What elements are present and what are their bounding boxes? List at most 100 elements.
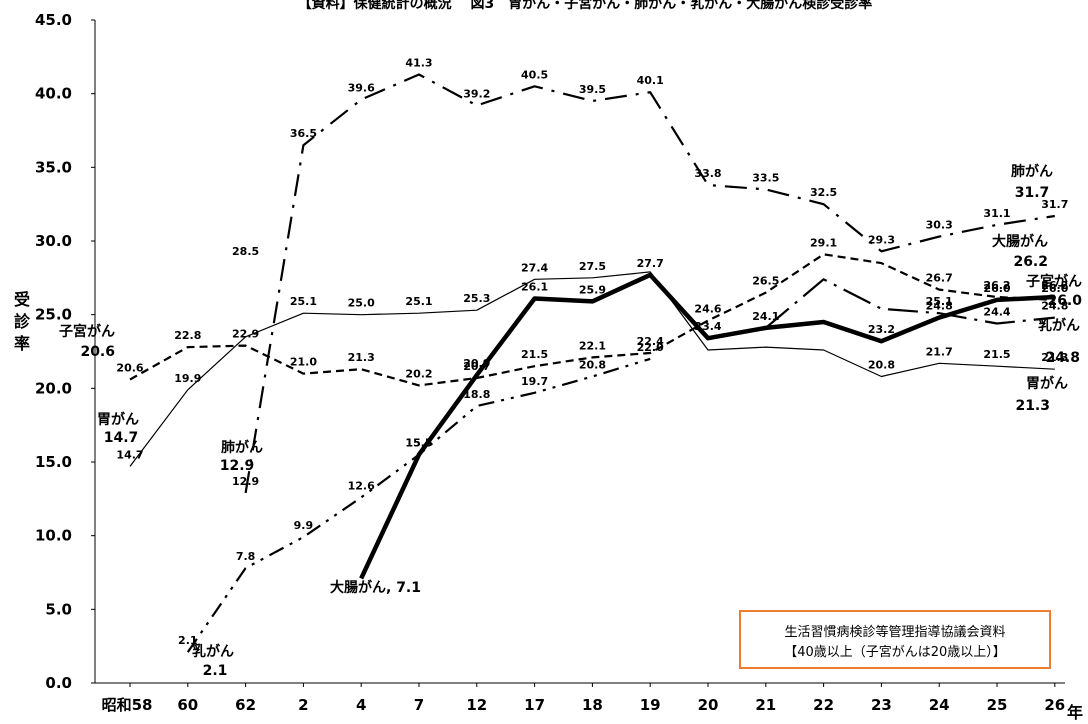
y-tick-label: 20.0 (35, 379, 72, 397)
x-tick-label: 23 (871, 696, 892, 714)
series-name-label: 大腸がん (992, 233, 1048, 250)
data-label: 31.1 (983, 207, 1010, 220)
series-name-label: 大腸がん, 7.1 (330, 579, 421, 596)
x-tick-label: 7 (414, 696, 424, 714)
series-line-5 (359, 272, 1055, 580)
data-label: 36.5 (290, 127, 317, 140)
series-name-label: 26.2 (1013, 254, 1048, 270)
y-axis-ticks: 0.0 5.0 10.0 15.0 20.0 25.0 30.0 35.0 40.0 45.0 (35, 11, 95, 692)
data-label: 33.5 (752, 171, 779, 184)
data-label: 33.8 (694, 167, 721, 180)
y-axis-label-char: 受 (14, 290, 30, 309)
data-label: 20.6 (116, 361, 143, 374)
source-box-frame (739, 610, 1051, 669)
series-name-label: 2.1 (203, 663, 228, 679)
chart-title: 【資料】保健統計の概況 図3 胃がん・子宮がん・肺がん・乳がん・大腸がん検診受診… (298, 0, 873, 12)
data-label: 24.8 (1041, 300, 1068, 313)
data-label: 26.0 (983, 282, 1010, 295)
y-tick-label: 35.0 (35, 158, 72, 176)
x-tick-label: 26 (1044, 696, 1065, 714)
series-name-label: 胃がん (1026, 375, 1068, 392)
x-tick-label: 21 (755, 696, 776, 714)
y-tick-label: 30.0 (35, 232, 72, 250)
x-tick-label: 20 (698, 696, 719, 714)
x-tick-label: 22 (813, 696, 834, 714)
data-label: 25.9 (579, 283, 606, 296)
x-tick-label: 昭和58 (102, 696, 153, 714)
data-label: 14.7 (116, 448, 143, 461)
series-line-6 (186, 357, 651, 653)
data-label: 20.7 (463, 360, 490, 373)
data-label: 32.5 (810, 186, 837, 199)
x-tick-label: 18 (582, 696, 603, 714)
series-name-label: 26.0 (1047, 293, 1082, 309)
x-tick-label: 25 (987, 696, 1008, 714)
data-label: 25.3 (463, 292, 490, 305)
source-line-1: 生活習慣病検診等管理指導協議会資料 (784, 624, 1005, 640)
data-label: 22.9 (232, 328, 259, 341)
data-label: 24.6 (694, 303, 721, 316)
data-label: 19.7 (521, 375, 548, 388)
data-label: 21.0 (290, 356, 317, 369)
series-name-label: 肺がん (1011, 163, 1053, 180)
series-line-4 (765, 278, 1055, 329)
x-tick-label: 60 (177, 696, 198, 714)
data-label: 28.5 (232, 245, 259, 258)
series-name-label: 12.9 (220, 458, 255, 474)
data-label: 27.7 (637, 257, 664, 270)
data-label: 21.3 (1041, 351, 1068, 364)
series-name-label: 乳がん (1038, 317, 1080, 334)
data-label: 29.3 (868, 233, 895, 246)
x-tick-label: 24 (929, 696, 950, 714)
x-axis-label: 年 (1067, 703, 1083, 722)
data-label: 26.1 (521, 280, 548, 293)
series-layer (129, 73, 1055, 653)
y-tick-label: 45.0 (35, 11, 72, 29)
data-label: 20.9 (463, 357, 490, 370)
series-line-2 (129, 253, 1055, 387)
data-label: 20.8 (868, 359, 895, 372)
data-label: 12.6 (348, 479, 375, 492)
data-label: 26.2 (1041, 279, 1068, 292)
data-label: 25.1 (290, 295, 317, 308)
data-label: 26.0 (1041, 282, 1068, 295)
data-label: 21.5 (983, 348, 1010, 361)
data-label: 25.0 (348, 297, 375, 310)
x-tick-label: 12 (466, 696, 487, 714)
series-name-label: 14.7 (104, 430, 139, 446)
data-label: 26.2 (983, 279, 1010, 292)
data-label: 23.4 (694, 320, 721, 333)
y-axis-label: 受診率 (14, 290, 31, 353)
data-label: 23.2 (868, 323, 895, 336)
data-label: 25.1 (926, 295, 953, 308)
data-label: 24.8 (926, 300, 953, 313)
data-label-layer: 14.7 19.9 25.1 25.0 25.1 25.3 27.4 27.5 20.8 21.7… (116, 57, 1068, 648)
series-name-label: 胃がん (97, 411, 139, 428)
data-label: 21.7 (926, 345, 953, 358)
y-tick-label: 40.0 (35, 85, 72, 103)
data-label: 30.3 (926, 219, 953, 232)
data-label: 9.9 (294, 519, 314, 532)
data-label: 39.6 (348, 82, 375, 95)
x-tick-label: 2 (298, 696, 308, 714)
data-label: 20.8 (579, 359, 606, 372)
data-label: 27.4 (521, 261, 548, 274)
data-label: 29.1 (810, 236, 837, 249)
series-name-label: 乳がん (192, 643, 234, 660)
y-axis-label-char: 診 (14, 312, 31, 331)
series-line-3 (244, 73, 1055, 494)
data-label: 41.3 (405, 57, 432, 70)
source-line-2: 【40歳以上（子宮がんは20歳以上）】 (784, 644, 1006, 660)
data-label: 21.5 (521, 348, 548, 361)
data-label: 24.4 (983, 306, 1010, 319)
data-label: 22.4 (637, 335, 664, 348)
data-label: 22.0 (637, 341, 664, 354)
x-tick-label: 4 (356, 696, 366, 714)
data-label: 26.5 (752, 275, 779, 288)
series-name-label: 子宮がん (1026, 273, 1082, 290)
data-label: 24.1 (752, 310, 779, 323)
data-label: 15.5 (405, 437, 432, 450)
series-name-label: 肺がん (221, 439, 263, 456)
y-tick-label: 10.0 (35, 527, 72, 545)
